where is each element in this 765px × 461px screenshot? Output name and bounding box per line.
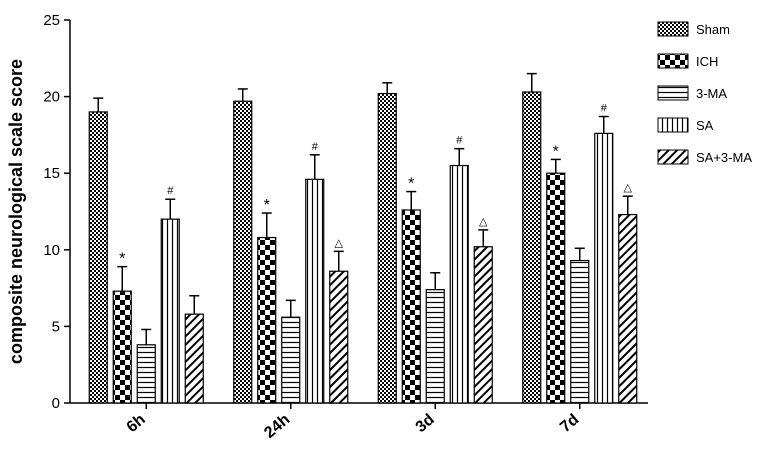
x-tick-label: 7d (557, 411, 582, 436)
significance-mark: * (553, 143, 559, 160)
bar-3-ma-24h (281, 316, 301, 404)
bar-sham-6h (88, 111, 108, 404)
bar-ich-6h (112, 290, 132, 404)
significance-mark: △ (335, 237, 344, 249)
x-axis: 6h 24h 3d 7d (70, 402, 648, 442)
bar-3-ma-3d (425, 289, 445, 404)
y-tick-label: 25 (43, 12, 60, 29)
bar-ich-3d (401, 209, 421, 404)
bar-ich-7d (546, 172, 566, 404)
bar-sa-3-ma-3d (473, 246, 493, 404)
y-axis: 0 5 10 15 20 25 (43, 12, 71, 412)
bar-sham-3d (377, 92, 397, 404)
legend-swatch (657, 21, 689, 37)
bar-sa-24h (305, 178, 325, 404)
bars: * # * # △ * # △ * # △ (88, 72, 638, 404)
significance-mark: # (312, 141, 319, 153)
legend: Sham ICH 3-MA SA SA+3-MA (657, 21, 752, 165)
y-tick-label: 15 (43, 165, 60, 182)
x-tick-label: 6h (124, 411, 149, 436)
bar-sa-3-ma-7d (618, 213, 638, 404)
significance-mark: # (601, 103, 608, 115)
significance-mark: * (264, 197, 270, 214)
legend-label: Sham (696, 22, 730, 37)
legend-label: 3-MA (696, 86, 727, 101)
significance-mark: △ (624, 182, 633, 194)
y-tick-label: 0 (52, 395, 60, 412)
y-axis-label: composite neurological scale score (6, 59, 26, 364)
bar-sa-3d (449, 164, 469, 404)
bar-sa-3-ma-24h (329, 270, 349, 404)
significance-mark: # (167, 185, 174, 197)
bar-sham-7d (522, 91, 542, 404)
y-axis-label-group: composite neurological scale score (6, 59, 26, 364)
significance-mark: # (456, 135, 463, 147)
bar-sa-3-ma-6h (184, 313, 204, 404)
y-tick-label: 20 (43, 89, 60, 106)
legend-swatch (657, 85, 689, 101)
y-tick-label: 10 (43, 242, 60, 259)
x-tick-label: 24h (261, 411, 293, 442)
bar-sa-6h (160, 218, 180, 404)
significance-mark: * (408, 176, 414, 193)
legend-swatch (657, 149, 689, 165)
significance-mark: * (119, 251, 125, 268)
legend-swatch (657, 117, 689, 133)
legend-swatch (657, 53, 689, 69)
legend-label: SA (696, 118, 714, 133)
bar-sa-7d (594, 132, 614, 404)
x-tick-label: 3d (413, 411, 438, 436)
significance-mark: △ (479, 216, 488, 228)
bar-3-ma-6h (136, 344, 156, 404)
y-tick-label: 5 (52, 318, 60, 335)
bar-3-ma-7d (570, 259, 590, 404)
bar-sham-24h (233, 100, 253, 404)
bar-ich-24h (257, 236, 277, 404)
legend-label: ICH (696, 54, 718, 69)
legend-label: SA+3-MA (696, 150, 752, 165)
